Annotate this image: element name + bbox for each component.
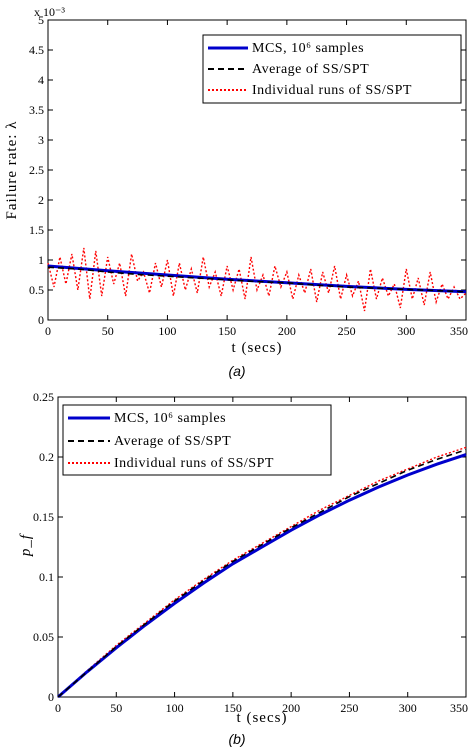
legend-label-mcs-a: MCS, 10⁶ samples bbox=[252, 41, 364, 56]
panel-a: 0 0.5 1 1.5 2 2.5 3 3.5 4 4.5 5 0 50 100 150 200 250 300… bbox=[4, 5, 468, 379]
y-tick-label-a-10: 5 bbox=[38, 13, 44, 27]
series-a bbox=[47, 247, 467, 312]
y-tick-label-a-0: 0 bbox=[38, 313, 44, 327]
x-axis-label-b: t (secs) bbox=[237, 710, 288, 726]
x-tick-label-b-0: 0 bbox=[55, 701, 61, 715]
x-tick-label-b-3: 150 bbox=[224, 701, 242, 715]
legend-label-individual-b: Individual runs of SS/SPT bbox=[114, 456, 274, 471]
legend-label-individual-a: Individual runs of SS/SPT bbox=[252, 83, 412, 98]
y-tick-label-a-5: 2.5 bbox=[29, 163, 44, 177]
series-line-b-1 bbox=[57, 449, 467, 698]
y-tick-label-a-4: 2 bbox=[38, 193, 44, 207]
y-ticks-b: 0 0.05 0.1 0.15 0.2 0.25 bbox=[33, 390, 466, 704]
legend-label-average-b: Average of SS/SPT bbox=[114, 434, 231, 449]
x-tick-label-b-4: 200 bbox=[282, 701, 300, 715]
x-tick-label-a-3: 150 bbox=[218, 324, 236, 338]
legend-a: MCS, 10⁶ samples Average of SS/SPT Indiv… bbox=[202, 34, 462, 104]
y-tick-label-b-3: 0.15 bbox=[33, 510, 54, 524]
x-tick-label-a-2: 100 bbox=[158, 324, 176, 338]
series-line-a-0 bbox=[47, 264, 467, 294]
x-tick-label-b-2: 100 bbox=[166, 701, 184, 715]
x-tick-label-b-7: 350 bbox=[450, 701, 468, 715]
y-tick-label-a-8: 4 bbox=[38, 73, 44, 87]
y-tick-label-a-6: 3 bbox=[38, 133, 44, 147]
panel-b: 0 0.05 0.1 0.15 0.2 0.25 0 50 100 150 200 250 300 35… bbox=[18, 390, 468, 747]
y-tick-label-b-0: 0 bbox=[48, 690, 54, 704]
legend-label-mcs-b: MCS, 10⁶ samples bbox=[114, 411, 226, 426]
y-tick-label-a-2: 1 bbox=[38, 253, 44, 267]
y-ticks-a: 0 0.5 1 1.5 2 2.5 3 3.5 4 4.5 5 bbox=[29, 13, 466, 327]
y-tick-label-a-1: 0.5 bbox=[29, 283, 44, 297]
y-tick-label-b-4: 0.2 bbox=[39, 450, 54, 464]
legend-box-a bbox=[202, 34, 462, 104]
series-b bbox=[57, 446, 467, 699]
x-tick-label-a-7: 350 bbox=[450, 324, 468, 338]
x-tick-label-a-0: 0 bbox=[45, 324, 51, 338]
x-tick-label-b-6: 300 bbox=[399, 701, 417, 715]
y-tick-label-b-1: 0.05 bbox=[33, 630, 54, 644]
legend-b: MCS, 10⁶ samples Average of SS/SPT Indiv… bbox=[62, 404, 332, 476]
x-tick-label-a-6: 300 bbox=[397, 324, 415, 338]
x-ticks-a: 0 50 100 150 200 250 300 350 bbox=[45, 20, 468, 338]
y-tick-label-b-5: 0.25 bbox=[33, 390, 54, 404]
x-tick-label-b-5: 250 bbox=[340, 701, 358, 715]
x-axis-label-a: t (secs) bbox=[232, 340, 283, 356]
y-tick-label-a-9: 4.5 bbox=[29, 43, 44, 57]
y-multiplier-a: x 10⁻³ bbox=[34, 5, 65, 19]
panel-caption-b: (b) bbox=[228, 731, 245, 747]
y-tick-label-b-2: 0.1 bbox=[39, 570, 54, 584]
x-tick-label-a-5: 250 bbox=[338, 324, 356, 338]
x-tick-label-a-4: 200 bbox=[278, 324, 296, 338]
y-tick-label-a-3: 1.5 bbox=[29, 223, 44, 237]
series-line-a-2 bbox=[47, 247, 467, 312]
legend-label-average-a: Average of SS/SPT bbox=[252, 62, 369, 77]
series-line-b-2 bbox=[57, 446, 467, 698]
y-tick-label-a-7: 3.5 bbox=[29, 103, 44, 117]
series-line-b-0 bbox=[57, 453, 467, 699]
panel-caption-a: (a) bbox=[228, 363, 245, 379]
y-axis-label-a: Failure rate: λ bbox=[4, 121, 20, 220]
x-tick-label-b-1: 50 bbox=[110, 701, 122, 715]
x-tick-label-a-1: 50 bbox=[102, 324, 114, 338]
y-axis-label-b: p_f bbox=[18, 533, 34, 557]
x-ticks-b: 0 50 100 150 200 250 300 350 bbox=[55, 397, 468, 715]
